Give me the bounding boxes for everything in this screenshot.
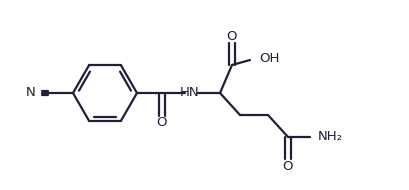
- Text: OH: OH: [258, 51, 279, 64]
- Text: HN: HN: [180, 86, 199, 100]
- Text: O: O: [226, 29, 237, 43]
- Text: N: N: [26, 86, 36, 100]
- Text: NH₂: NH₂: [317, 131, 342, 143]
- Text: O: O: [282, 159, 292, 173]
- Text: O: O: [156, 116, 167, 130]
